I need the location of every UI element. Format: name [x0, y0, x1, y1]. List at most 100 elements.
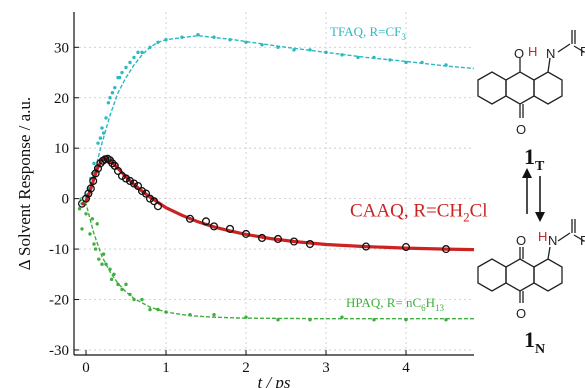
series-annotation: HPAQ, R= nC6H13: [346, 295, 445, 313]
data-point: [276, 317, 280, 322]
data-point: [444, 317, 448, 322]
x-axis-label: t / ps: [257, 373, 290, 388]
data-point: [188, 312, 192, 317]
data-point: [96, 141, 100, 145]
data-point: [196, 32, 200, 37]
data-point: [212, 312, 216, 317]
data-point: [241, 229, 251, 238]
data-point: [180, 35, 184, 39]
series-0: [79, 32, 475, 206]
data-point: [340, 53, 344, 57]
y-tick-label: 0: [62, 192, 70, 208]
series-annotation: CAAQ, R=CH2Cl: [350, 200, 488, 224]
data-point: [164, 38, 168, 42]
data-point: [148, 45, 152, 50]
data-point: [100, 262, 104, 266]
plot-area: 0 1 2 3 4 -30 -20 -10 0 10 20 30 t / ps Δ Solvent Res…: [15, 12, 488, 388]
data-point: [209, 222, 219, 231]
data-point: [212, 35, 216, 39]
data-point: [86, 184, 95, 193]
data-point: [101, 131, 106, 135]
data-point: [244, 315, 248, 319]
data-point: [276, 45, 280, 50]
data-point: [89, 176, 98, 186]
structure-1t-h-label: H: [528, 44, 537, 59]
structure-1n-n-label: N: [548, 233, 557, 248]
data-point: [308, 48, 312, 52]
data-point: [292, 48, 296, 52]
x-tick-label: 1: [162, 360, 170, 376]
data-point: [124, 282, 128, 287]
series-2: [77, 198, 474, 322]
y-tick-label: 10: [54, 141, 69, 157]
data-point: [93, 247, 98, 251]
data-point: [117, 75, 122, 80]
data-point: [95, 222, 99, 226]
data-point: [136, 50, 140, 55]
data-point: [289, 237, 299, 246]
fit-line-0: [79, 34, 475, 200]
data-point: [257, 233, 267, 243]
data-point: [77, 207, 82, 211]
data-point: [90, 217, 95, 221]
data-point: [124, 65, 128, 70]
fit-line-2: [79, 198, 474, 320]
data-point: [113, 166, 123, 175]
structure-1t-n-label: N: [546, 46, 555, 61]
data-point: [260, 43, 264, 47]
data-point: [92, 242, 96, 246]
data-point: [137, 187, 147, 196]
compound-label-1t: 1T: [524, 144, 545, 174]
series-1: [77, 154, 475, 254]
data-point: [108, 267, 112, 271]
y-tick-label: -30: [49, 343, 69, 359]
x-tick-label: 3: [322, 360, 330, 376]
data-point: [125, 176, 135, 186]
data-point: [88, 232, 92, 236]
series-annotation: TFAQ, R=CF3: [330, 24, 406, 42]
data-point: [305, 239, 315, 249]
data-point: [120, 70, 124, 75]
compound-label-1n: 1N: [524, 327, 545, 357]
x-tick-label: 0: [82, 360, 90, 376]
data-point: [148, 307, 152, 312]
data-point: [132, 297, 136, 302]
data-point: [92, 161, 96, 166]
data-point: [141, 189, 151, 198]
y-tick-label: -20: [49, 293, 69, 309]
structure-1t-r-label: R: [580, 44, 585, 59]
data-point: [112, 272, 116, 276]
data-point: [308, 317, 312, 322]
data-point: [225, 224, 235, 233]
data-point: [108, 159, 117, 168]
data-point: [117, 171, 127, 180]
data-point: [97, 257, 101, 261]
data-point: [108, 96, 112, 100]
data-point: [96, 159, 105, 168]
y-tick-label: -10: [49, 242, 69, 258]
data-point: [101, 252, 106, 256]
data-point: [324, 50, 328, 55]
data-point: [128, 292, 132, 297]
equilibrium-arrows: [522, 168, 545, 222]
data-point: [100, 126, 104, 130]
y-tick-label: 20: [54, 91, 69, 107]
data-point: [404, 317, 408, 322]
data-point: [273, 234, 283, 244]
data-point: [420, 60, 424, 65]
data-point: [156, 307, 160, 312]
data-point: [110, 91, 115, 95]
data-point: [116, 282, 120, 287]
data-point: [361, 242, 371, 251]
data-point: [372, 317, 376, 322]
data-point: [228, 38, 232, 42]
data-point: [156, 40, 160, 44]
structure-1t: O H N R O 1T: [477, 30, 585, 174]
data-point: [128, 60, 132, 65]
x-tick-label: 2: [242, 360, 250, 376]
structure-1t-oh-label: O: [514, 46, 524, 61]
data-point: [149, 197, 159, 206]
data-point: [404, 60, 408, 65]
data-point: [109, 277, 114, 282]
structure-1n-h-label: H: [538, 229, 547, 244]
